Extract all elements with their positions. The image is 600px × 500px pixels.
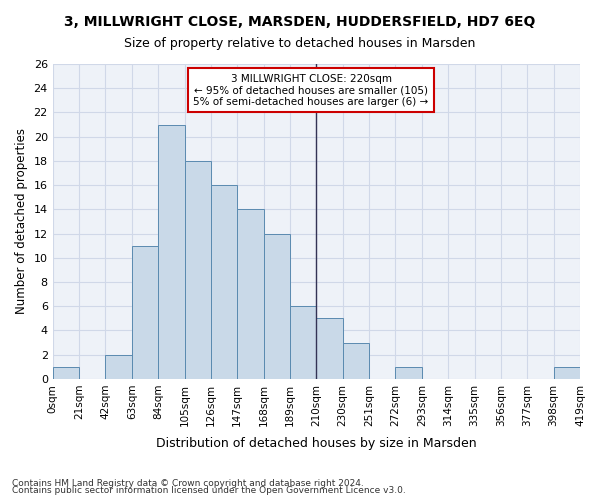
Bar (343, 342, 369, 379)
Text: Contains public sector information licensed under the Open Government Licence v3: Contains public sector information licen… (12, 486, 406, 495)
Bar (316, 318, 343, 379)
Bar (132, 246, 158, 379)
Bar (106, 354, 132, 379)
Bar (53, 367, 79, 379)
Bar (263, 234, 290, 379)
Text: Contains HM Land Registry data © Crown copyright and database right 2024.: Contains HM Land Registry data © Crown c… (12, 478, 364, 488)
Bar (237, 210, 263, 379)
X-axis label: Distribution of detached houses by size in Marsden: Distribution of detached houses by size … (156, 437, 476, 450)
Bar (395, 367, 422, 379)
Bar (290, 306, 316, 379)
Text: Size of property relative to detached houses in Marsden: Size of property relative to detached ho… (124, 38, 476, 51)
Bar (185, 161, 211, 379)
Text: 3 MILLWRIGHT CLOSE: 220sqm
← 95% of detached houses are smaller (105)
5% of semi: 3 MILLWRIGHT CLOSE: 220sqm ← 95% of deta… (193, 74, 428, 107)
Text: 3, MILLWRIGHT CLOSE, MARSDEN, HUDDERSFIELD, HD7 6EQ: 3, MILLWRIGHT CLOSE, MARSDEN, HUDDERSFIE… (64, 15, 536, 29)
Bar (554, 367, 580, 379)
Bar (158, 124, 185, 379)
Y-axis label: Number of detached properties: Number of detached properties (15, 128, 28, 314)
Bar (211, 185, 237, 379)
